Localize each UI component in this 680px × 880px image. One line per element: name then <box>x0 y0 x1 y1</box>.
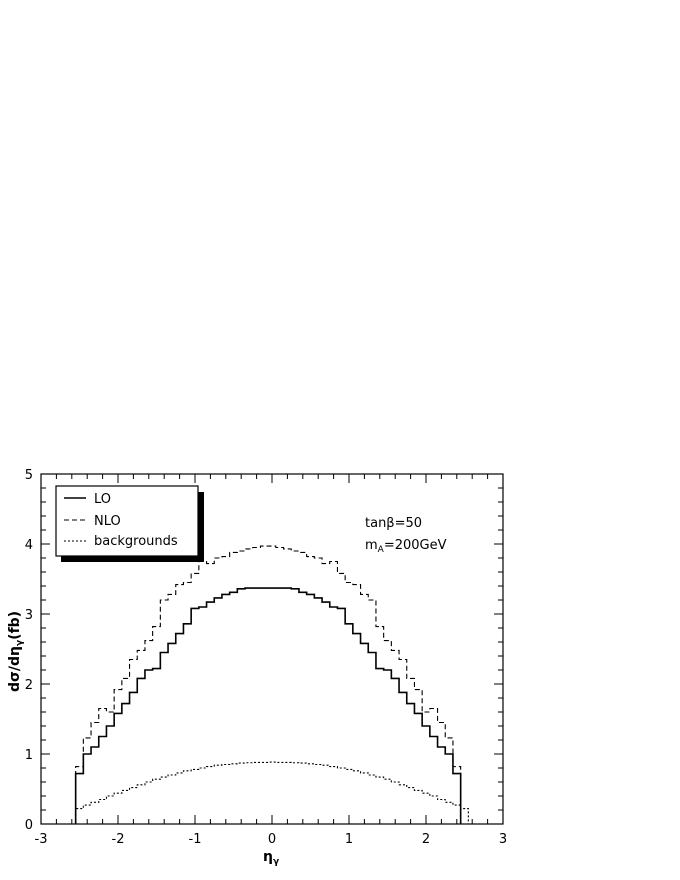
x-tick-label: 3 <box>499 832 507 847</box>
legend-label-nlo: NLO <box>94 514 121 529</box>
legend-label-backgrounds: backgrounds <box>94 534 178 549</box>
series-nlo-line <box>75 545 462 824</box>
series-lo-line <box>74 587 462 824</box>
y-tick-label: 0 <box>25 818 33 833</box>
x-tick-label: -3 <box>35 832 48 847</box>
annotation-mass: mA=200GeV <box>365 538 447 555</box>
legend: LO NLO backgrounds <box>55 485 204 562</box>
x-tick-label: -2 <box>112 832 125 847</box>
series-backgrounds-line <box>75 761 469 824</box>
y-tick-label: 3 <box>25 608 33 623</box>
y-tick-label: 2 <box>25 678 33 693</box>
legend-label-lo: LO <box>94 492 111 507</box>
x-tick-label: 0 <box>268 832 276 847</box>
series-layer <box>74 545 469 824</box>
x-tick-label: 2 <box>422 832 430 847</box>
x-tick-label: -1 <box>189 832 202 847</box>
annotation-tanbeta: tanβ=50 <box>365 516 422 531</box>
y-tick-label: 4 <box>25 538 33 553</box>
x-axis-title: ηγ <box>263 849 279 867</box>
y-tick-label: 1 <box>25 748 33 763</box>
y-tick-label: 5 <box>25 468 33 483</box>
x-tick-label: 1 <box>345 832 353 847</box>
y-axis-title: dσ/dηγ(fb) <box>7 611 25 692</box>
axis-ticks: -3 -2 -1 0 1 2 3 0 1 2 3 4 5 <box>25 468 507 847</box>
